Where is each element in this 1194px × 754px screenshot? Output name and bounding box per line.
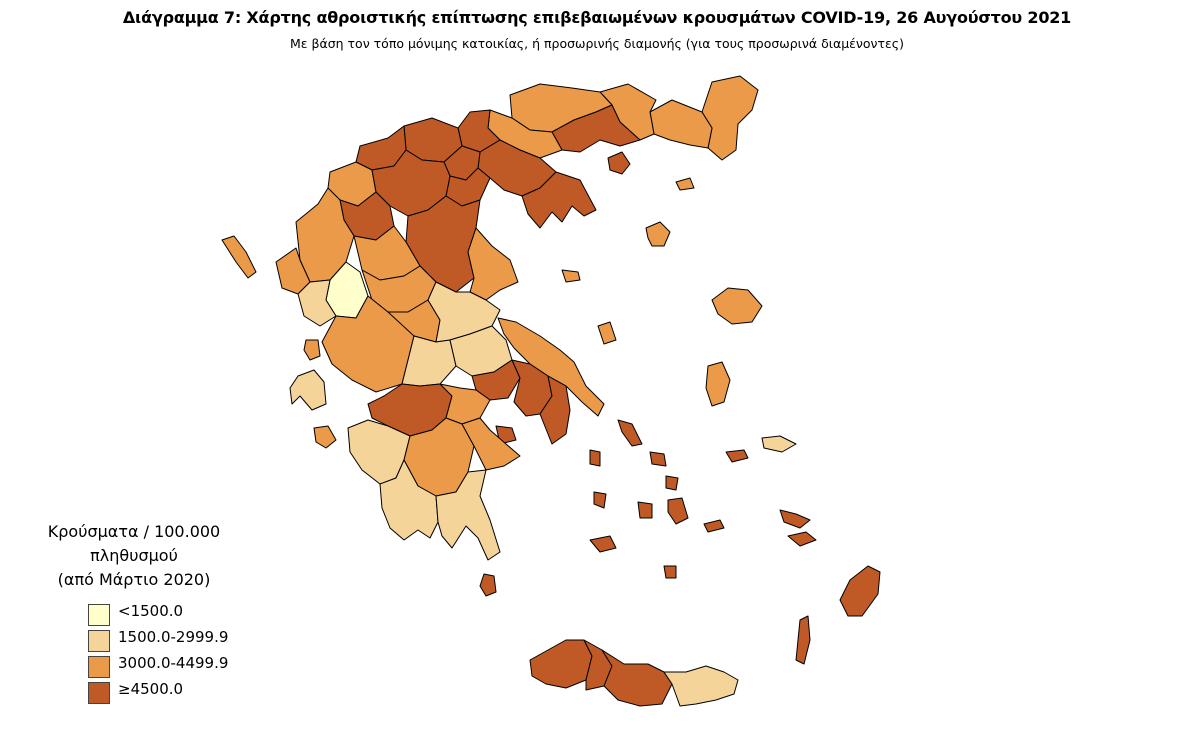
region-samothraki: [675, 177, 695, 191]
region-magnesia: [467, 227, 519, 301]
region-milos: [589, 535, 617, 553]
legend-label-class2: 1500.0-2999.9: [118, 628, 229, 646]
region-east-attica: [539, 375, 571, 445]
region-fthiotida: [427, 281, 501, 343]
region-evia: [497, 317, 605, 417]
region-skyros: [597, 321, 617, 345]
map-subtitle: Με βάση τον τόπο μόνιμης κατοικίας, ή πρ…: [289, 36, 905, 51]
region-kefalonia: [289, 369, 327, 411]
region-argolida: [461, 417, 521, 471]
region-chalkidiki: [521, 171, 597, 229]
region-chania: [529, 639, 593, 689]
legend-swatch-class4: [88, 682, 110, 704]
region-chios: [705, 361, 731, 407]
legend-label-class1: <1500.0: [118, 602, 184, 620]
legend-title-line1: Κρούσματα / 100.000 πληθυσμού: [47, 522, 221, 565]
region-naxos: [667, 497, 689, 525]
region-sporades: [561, 269, 581, 283]
region-kos: [787, 531, 817, 547]
legend-label-class4: ≥4500.0: [118, 680, 184, 698]
region-rodopi: [649, 99, 713, 149]
map-title: Διάγραμμα 7: Χάρτης αθροιστικής επίπτωση…: [122, 8, 1072, 27]
legend-title: Κρούσματα / 100.000 πληθυσμού (από Μάρτι…: [4, 520, 264, 592]
legend-item: ≥4500.0: [84, 678, 324, 704]
legend-swatch-class2: [88, 630, 110, 652]
region-samos: [761, 435, 797, 453]
region-kea: [589, 449, 601, 467]
region-kythira: [479, 573, 497, 597]
region-tinos: [649, 451, 667, 467]
region-karpathos: [795, 615, 811, 665]
region-paros: [637, 501, 653, 519]
region-rodos: [839, 565, 881, 617]
region-preveza: [297, 279, 337, 327]
region-thasos: [607, 151, 631, 175]
region-mykonos: [665, 475, 679, 491]
region-syros: [593, 491, 607, 509]
region-lasithi: [663, 665, 739, 707]
region-lesvos: [711, 287, 763, 325]
legend-swatch-class3: [88, 656, 110, 678]
region-kalymnos: [779, 509, 811, 529]
region-kerkyra: [221, 235, 257, 279]
region-santorini: [663, 565, 677, 579]
region-evros: [701, 75, 759, 161]
region-andros: [617, 419, 643, 447]
region-lefkada: [303, 339, 321, 361]
legend: Κρούσματα / 100.000 πληθυσμού (από Μάρτι…: [4, 520, 324, 704]
legend-label-class3: 3000.0-4499.9: [118, 654, 229, 672]
region-ikaria: [725, 449, 749, 463]
region-lakonia: [435, 469, 501, 561]
legend-title-line2: (από Μάρτιο 2020): [57, 570, 211, 589]
region-irakleio: [601, 649, 673, 707]
legend-item: 3000.0-4499.9: [84, 652, 324, 678]
legend-swatch-class1: [88, 604, 110, 626]
region-amorgos: [703, 519, 725, 533]
legend-item: <1500.0: [84, 600, 324, 626]
region-limnos: [645, 221, 671, 247]
legend-item: 1500.0-2999.9: [84, 626, 324, 652]
region-messinia: [379, 459, 439, 541]
region-zakynthos: [313, 425, 337, 449]
